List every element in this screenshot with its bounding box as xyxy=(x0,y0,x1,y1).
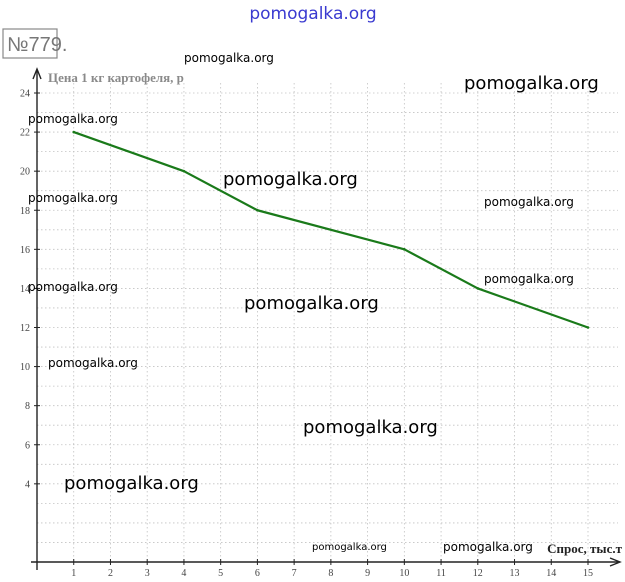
x-axis-title: Спрос, тыс.т xyxy=(547,541,622,556)
data-point xyxy=(256,208,259,212)
y-tick-label: 22 xyxy=(20,128,30,139)
problem-number-box xyxy=(2,28,58,59)
y-axis-title: Цена 1 кг картофеля, р xyxy=(48,70,184,85)
x-tick-label: 15 xyxy=(583,568,593,579)
y-tick-label: 10 xyxy=(20,362,30,373)
x-tick-label: 1 xyxy=(71,568,76,579)
watermark: pomogalka.org xyxy=(443,540,533,554)
y-axis-arrow xyxy=(32,67,42,80)
data-point xyxy=(182,169,186,173)
y-tick-label: 6 xyxy=(25,440,30,451)
watermark: pomogalka.org xyxy=(184,51,274,65)
watermark: pomogalka.org xyxy=(484,195,574,209)
y-tick-label: 4 xyxy=(25,479,30,490)
x-tick-label: 8 xyxy=(328,568,333,579)
data-point xyxy=(72,130,76,134)
watermark: pomogalka.org xyxy=(464,73,599,94)
y-tick-label: 14 xyxy=(20,284,30,295)
watermark: pomogalka.org xyxy=(28,112,118,126)
watermark: pomogalka.org xyxy=(244,293,379,314)
problem-number: №779. xyxy=(7,34,67,56)
x-tick-label: 4 xyxy=(181,568,186,579)
x-tick-label: 6 xyxy=(255,568,260,579)
watermark: pomogalka.org xyxy=(303,417,438,438)
y-tick-label: 24 xyxy=(20,89,30,100)
watermark: pomogalka.org xyxy=(28,280,118,294)
x-tick-label: 2 xyxy=(108,568,113,579)
data-point xyxy=(476,287,480,290)
data-point xyxy=(586,326,590,329)
watermark: pomogalka.org xyxy=(223,169,358,190)
axes xyxy=(31,67,622,570)
grid xyxy=(37,83,618,562)
x-tick-label: 12 xyxy=(473,568,483,579)
site-link[interactable]: pomogalka.org xyxy=(249,4,376,24)
x-tick-label: 13 xyxy=(510,568,520,579)
x-tick-label: 7 xyxy=(292,568,297,579)
watermark: pomogalka.org xyxy=(48,356,138,370)
x-tick-label: 3 xyxy=(145,568,150,579)
x-tick-label: 14 xyxy=(546,568,556,579)
watermark: pomogalka.org xyxy=(484,272,574,286)
x-axis-arrow xyxy=(609,557,622,567)
x-tick-label: 5 xyxy=(218,568,223,579)
line-chart: 1 2 3 4 5 6 7 8 9 10 11 12 13 14 154681012141618202224… xyxy=(20,67,623,580)
watermarks: pomogalka.org pomogalka.org pomogalka.or… xyxy=(28,51,599,554)
x-tick-label: 10 xyxy=(399,568,409,579)
y-tick-label: 8 xyxy=(25,401,30,412)
x-tick-label: 11 xyxy=(436,568,446,579)
watermark: pomogalka.org xyxy=(64,473,199,494)
watermark: pomogalka.org xyxy=(28,191,118,205)
demand-curve xyxy=(73,131,589,329)
data-point xyxy=(403,248,406,251)
y-tick-label: 16 xyxy=(20,245,30,256)
y-tick-label: 18 xyxy=(20,206,30,217)
y-tick-label: 12 xyxy=(20,323,30,334)
data-points xyxy=(72,130,590,329)
y-tick-label: 20 xyxy=(20,167,30,178)
x-tick-label: 9 xyxy=(365,568,370,579)
watermark: pomogalka.org xyxy=(312,542,387,553)
